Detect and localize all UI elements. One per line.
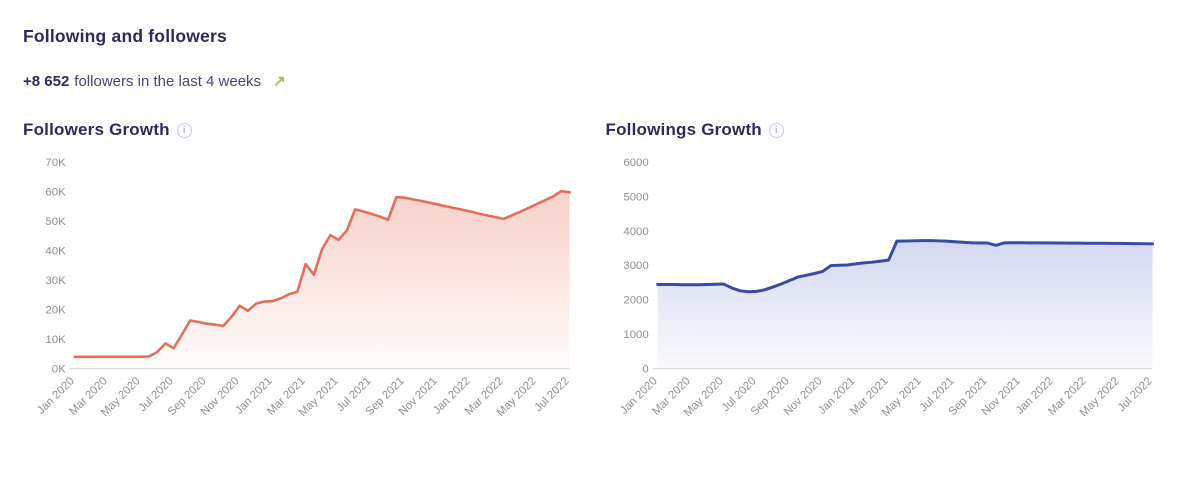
chart-title-text: Followings Growth: [605, 120, 762, 139]
svg-text:20K: 20K: [45, 305, 66, 317]
svg-text:50K: 50K: [45, 216, 66, 228]
svg-text:0: 0: [642, 364, 648, 376]
followers-delta-summary: +8 652 followers in the last 4 weeks ↗: [23, 72, 1162, 90]
followers-growth-title: Followers Growth i: [23, 120, 580, 140]
section-title: Following and followers: [23, 26, 227, 46]
trend-up-icon: ↗: [273, 73, 286, 90]
svg-text:30K: 30K: [45, 275, 66, 287]
svg-text:1000: 1000: [623, 329, 648, 341]
svg-text:6000: 6000: [623, 157, 648, 169]
svg-text:4000: 4000: [623, 226, 648, 238]
info-icon[interactable]: i: [768, 122, 784, 138]
chart-title-text: Followers Growth: [23, 120, 170, 139]
info-icon[interactable]: i: [176, 122, 192, 138]
svg-text:70K: 70K: [45, 157, 66, 169]
svg-text:Jul 2022: Jul 2022: [533, 375, 572, 414]
svg-text:10K: 10K: [45, 334, 66, 346]
followings-growth-title: Followings Growth i: [606, 120, 1163, 140]
svg-text:40K: 40K: [45, 245, 66, 257]
svg-text:3000: 3000: [623, 260, 648, 272]
delta-value: +8 652: [23, 73, 70, 90]
svg-text:2000: 2000: [623, 295, 648, 307]
charts-row: Followers Growth i 0K 10K 20K 30K 40K 50K 60K 7…: [23, 120, 1162, 442]
followers-growth-card: Followers Growth i 0K 10K 20K 30K 40K 50K 60K 7…: [23, 120, 580, 442]
following-followers-panel: Following and followers +8 652 followers …: [23, 26, 1162, 442]
svg-text:5000: 5000: [623, 191, 648, 203]
svg-text:Jul 2022: Jul 2022: [1115, 375, 1154, 414]
svg-text:0K: 0K: [52, 364, 66, 376]
followings-growth-card: Followings Growth i 0 1000 2000 3000 4000 500…: [606, 120, 1163, 442]
svg-text:60K: 60K: [45, 186, 66, 198]
delta-text: followers in the last 4 weeks: [74, 73, 262, 90]
